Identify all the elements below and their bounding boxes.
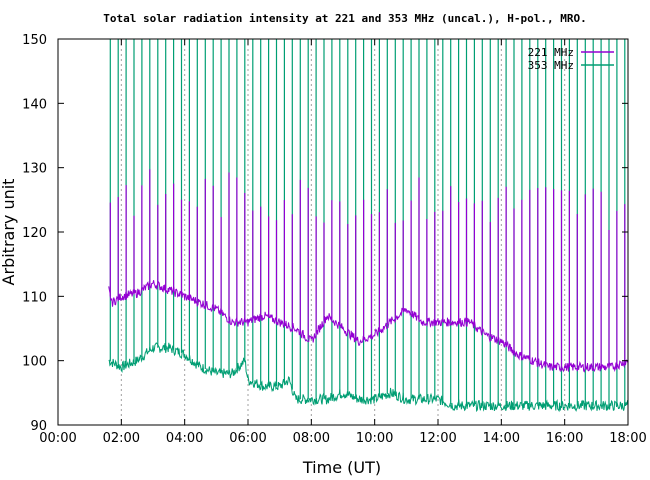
y-axis-label: Arbitrary unit	[0, 179, 18, 286]
x-tick-label: 06:00	[229, 431, 266, 446]
plot-series	[108, 39, 629, 413]
series-line-1	[108, 342, 629, 413]
x-tick-label: 08:00	[293, 431, 330, 446]
x-tick-label: 18:00	[609, 431, 646, 446]
y-tick-label: 90	[30, 419, 47, 434]
y-tick-label: 110	[22, 290, 47, 305]
y-tick-label: 100	[22, 355, 47, 370]
x-tick-label: 14:00	[483, 431, 520, 446]
x-tick-label: 04:00	[166, 431, 203, 446]
y-tick-label: 120	[22, 226, 47, 241]
axis-ticks: 00:00 02:00 04:00 06:00 08:00 10:00 12:00 14:00…	[22, 33, 647, 446]
legend-label: 221 MHz	[528, 46, 574, 59]
x-tick-label: 16:00	[546, 431, 583, 446]
grid	[120, 39, 566, 425]
y-tick-label: 140	[22, 97, 47, 112]
x-axis-label: Time (UT)	[302, 458, 381, 477]
x-tick-label: 02:00	[103, 431, 140, 446]
y-tick-label: 130	[22, 162, 47, 177]
x-tick-label: 00:00	[39, 431, 76, 446]
y-tick-label: 150	[22, 33, 47, 48]
chart-title: Total solar radiation intensity at 221 a…	[103, 12, 586, 25]
x-tick-label: 12:00	[419, 431, 456, 446]
legend-label: 353 MHz	[528, 59, 574, 72]
series-line-0	[108, 280, 629, 373]
x-tick-label: 10:00	[356, 431, 393, 446]
